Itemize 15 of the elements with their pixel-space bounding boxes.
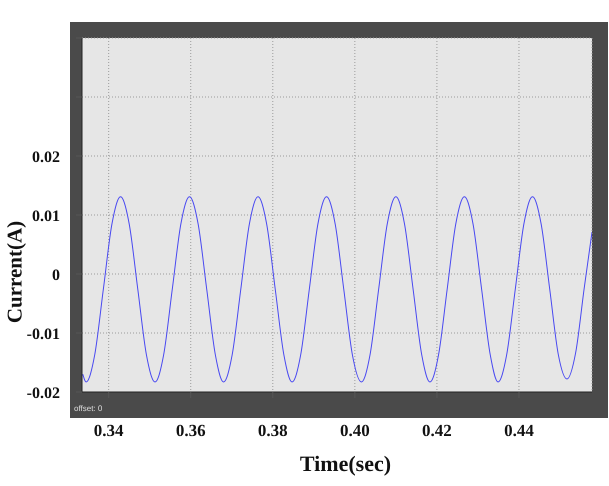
y-tick-label: 0.02 xyxy=(32,149,60,166)
text: offset: 0 xyxy=(74,404,102,413)
line-series xyxy=(82,196,592,382)
x-tick-label: 0.44 xyxy=(504,421,534,440)
x-tick-label: 0.36 xyxy=(176,421,206,440)
x-tick-label: 0.34 xyxy=(94,421,124,440)
x-axis-title: Time(sec) xyxy=(298,451,392,477)
x-tick-label: 0.38 xyxy=(258,421,288,440)
y-axis-title: Current(A) xyxy=(2,220,28,324)
y-tick-label: 0.01 xyxy=(32,208,60,225)
x-tick-label: 0.40 xyxy=(340,421,370,440)
x-tick-label: 0.42 xyxy=(422,421,452,440)
y-tick-label: -0.01 xyxy=(26,326,60,343)
y-tick-label: 0 xyxy=(52,267,60,284)
y-tick-label: -0.02 xyxy=(26,385,60,402)
